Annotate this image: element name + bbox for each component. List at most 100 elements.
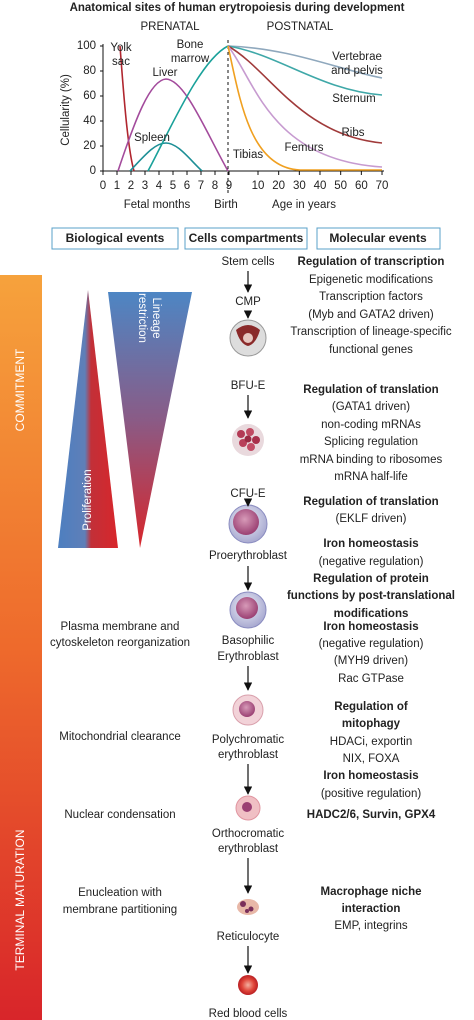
spleen-curve	[129, 142, 203, 172]
molecular-event: Iron homeostasis	[323, 621, 418, 633]
curve-label: Bone	[177, 39, 204, 51]
molecular-event: Transcription factors	[319, 291, 423, 303]
molecular-event: interaction	[342, 903, 401, 915]
x-tick-label: 6	[184, 180, 190, 192]
stage-label: TERMINAL MATURATION	[13, 829, 27, 970]
curve-label: sac	[112, 56, 130, 68]
cell-label: Red blood cells	[209, 1008, 288, 1020]
molecular-event: (EKLF driven)	[336, 513, 407, 525]
red-blood-cell	[238, 975, 258, 995]
header-box	[51, 227, 179, 250]
polychromatic-erythroblast	[232, 694, 264, 726]
orthocromatic-erythroblast	[235, 795, 261, 821]
column-header: Cells compartments	[189, 231, 304, 245]
proerythroblast	[228, 504, 268, 544]
x-tick-label: 50	[334, 180, 347, 192]
molecular-event: non-coding mRNAs	[321, 419, 421, 431]
cell-label: CFU-E	[230, 488, 265, 500]
curve-label: and pelvis	[331, 65, 383, 77]
y-tick-label: 40	[83, 115, 96, 127]
cell-label: Stem cells	[221, 256, 274, 268]
molecular-event: NIX, FOXA	[343, 753, 400, 765]
molecular-event: Regulation of protein	[313, 573, 429, 585]
x-tick-label: 70	[376, 180, 389, 192]
cell-label: erythroblast	[218, 843, 279, 855]
molecular-event: Transcription of lineage-specific	[290, 326, 452, 338]
molecular-event: Iron homeostasis	[323, 770, 418, 782]
molecular-event: HADC2/6, Survin, GPX4	[307, 809, 436, 821]
biological-event: Enucleation with	[78, 887, 162, 899]
x-tick-label: 40	[314, 180, 327, 192]
curve-label: Vertebrae	[332, 51, 382, 63]
bone-marrow-curve	[147, 45, 229, 172]
molecular-event: (MYH9 driven)	[334, 655, 408, 667]
biological-event: cytoskeleton reorganization	[50, 637, 190, 649]
molecular-event: functions by post-translational	[287, 590, 455, 602]
proliferation-triangle	[58, 290, 118, 548]
molecular-event: functional genes	[329, 344, 413, 356]
x-tick-label: 10	[252, 180, 265, 192]
biological-event: Plasma membrane and	[61, 621, 180, 633]
molecular-event: (GATA1 driven)	[332, 401, 410, 413]
biological-event: membrane partitioning	[63, 904, 177, 916]
header-box	[316, 227, 441, 250]
stage-bar	[0, 275, 42, 1020]
molecular-event: mRNA half-life	[334, 471, 408, 483]
x-tick-label: 9	[226, 180, 232, 192]
bfu-e-cell	[229, 319, 267, 357]
chart	[102, 40, 384, 195]
chart-title: Anatomical sites of human erytropoiesis …	[70, 2, 405, 14]
biological-event: Nuclear condensation	[64, 809, 175, 821]
molecular-event: Regulation of transcription	[298, 256, 445, 268]
cell-label: Polychromatic	[212, 734, 284, 746]
y-tick-label: 100	[77, 40, 96, 52]
yolk-sac-curve	[119, 45, 135, 172]
y-axis-label: Cellularity (%)	[60, 74, 72, 146]
molecular-event: Epigenetic modifications	[309, 274, 433, 286]
header-box	[184, 227, 308, 250]
y-tick-label: 80	[83, 65, 96, 77]
cell-label: BFU-E	[231, 380, 266, 392]
biological-event: Mitochondrial clearance	[59, 731, 180, 743]
molecular-event: Regulation of	[334, 701, 408, 713]
curve-label: Femurs	[285, 142, 324, 154]
femurs-curve	[227, 45, 383, 168]
cell-label: Basophilic	[222, 635, 275, 647]
x-tick-label: 4	[156, 180, 163, 192]
molecular-event: Regulation of translation	[303, 384, 438, 396]
cell-label: Erythroblast	[217, 651, 279, 663]
basophilic-erythroblast	[229, 591, 267, 629]
cell-label: Proerythroblast	[209, 550, 288, 562]
x-tick-label: 7	[198, 180, 204, 192]
column-header: Molecular events	[329, 231, 427, 245]
molecular-event: (negative regulation)	[319, 556, 424, 568]
restriction-triangle	[108, 292, 192, 548]
molecular-event: (positive regulation)	[321, 788, 422, 800]
tibias-curve	[227, 45, 382, 171]
reticulocyte	[237, 899, 259, 915]
cell-label: Orthocromatic	[212, 828, 284, 840]
curve-label: Yolk	[110, 42, 132, 54]
curve-label: Ribs	[341, 127, 364, 139]
triangle-label: Proliferation	[82, 469, 94, 530]
curve-label: Liver	[153, 67, 178, 79]
y-tick-label: 0	[90, 165, 96, 177]
x-axis-label: Fetal months	[124, 199, 191, 211]
molecular-event: Macrophage niche	[321, 886, 422, 898]
triangle-label: Lineage	[150, 298, 162, 339]
molecular-event: Rac GTPase	[338, 673, 404, 685]
y-tick-label: 20	[83, 140, 96, 152]
x-tick-label: 2	[128, 180, 134, 192]
liver-curve	[117, 78, 229, 172]
x-tick-label: 20	[272, 180, 285, 192]
y-tick-label: 60	[83, 90, 96, 102]
cell-label: Reticulocyte	[217, 931, 280, 943]
curve-label: Spleen	[134, 132, 170, 144]
x-tick-label: 5	[170, 180, 176, 192]
curve-label: Sternum	[332, 93, 375, 105]
molecular-event: (Myb and GATA2 driven)	[308, 309, 434, 321]
vertebrae-curve	[227, 45, 383, 79]
x-axis-label: Age in years	[272, 199, 336, 211]
cell-label: CMP	[235, 296, 261, 308]
